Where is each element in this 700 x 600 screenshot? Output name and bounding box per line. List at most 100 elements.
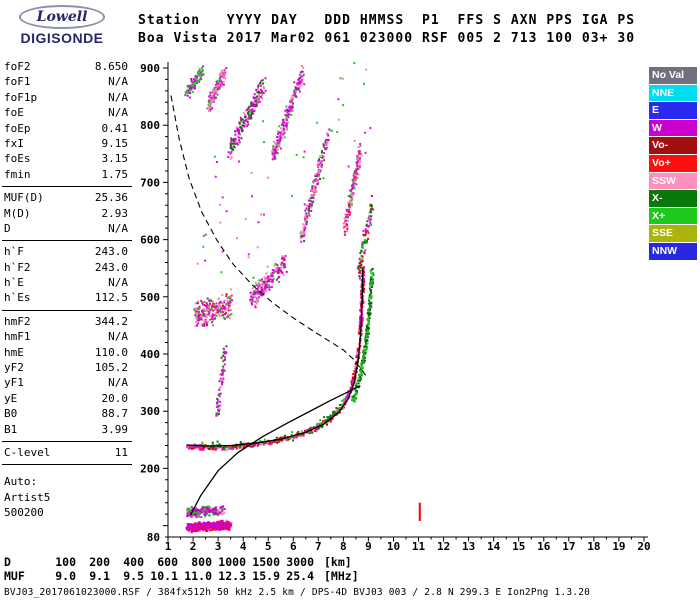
param-label: h`E (4, 276, 24, 290)
x-tick-label: 8 (340, 540, 347, 553)
x-tick-label: 10 (387, 540, 400, 553)
cluster-spread-f-top (356, 208, 375, 280)
cluster-es-layer-dense (185, 519, 231, 533)
cluster-third-hop-d (271, 70, 303, 161)
param-row: yE 20.0 (2, 391, 132, 406)
param-group: foF2 8.650 foF1 N/A foF1p N/A foE N/A foEp 0.41 fx… (2, 56, 132, 188)
cluster-spread-f-top (357, 204, 373, 277)
param-value: 344.2 (94, 314, 128, 328)
row-label: MUF (4, 568, 25, 583)
x-tick-label: 11 (412, 540, 426, 553)
param-value: 88.7 (101, 407, 129, 421)
param-group: Auto: Artist5 500200 (2, 471, 132, 524)
cluster-third-hop-e (299, 132, 329, 240)
param-label: hmE (4, 345, 24, 359)
param-row: Auto: (2, 474, 132, 489)
y-tick-label: 600 (140, 234, 160, 247)
param-label: h`F2 (4, 260, 31, 274)
x-tick-label: 1 (165, 540, 172, 553)
param-label: hmF1 (4, 330, 31, 344)
param-row: D N/A (2, 221, 132, 236)
station-header-line1: Station YYYY DAY DDD HMMSS P1 FFS S AXN … (138, 13, 636, 28)
row-value: 400 (123, 555, 144, 569)
row-label: D (4, 555, 11, 569)
cluster-f-trace-o (186, 266, 366, 451)
row-value: 100 (55, 555, 76, 569)
param-row: h`E N/A (2, 275, 132, 290)
param-row: yF2 105.2 (2, 360, 132, 375)
x-tick-label: 5 (265, 540, 272, 553)
param-label: B0 (4, 407, 18, 421)
legend-item-x: X+ (649, 207, 697, 225)
curve-true-height-profile (189, 385, 361, 516)
bottom-tables: D 100 200 400 600 800 1000 1500 3000 [km] MUF 9.0 9… (4, 555, 590, 597)
interference-line (418, 502, 421, 521)
param-label: foE (4, 106, 24, 120)
param-label: Artist5 (4, 490, 51, 504)
param-label: fxI (4, 136, 24, 150)
row-value: 1500 (252, 555, 280, 569)
param-value: N/A (108, 75, 128, 89)
param-value: 105.2 (94, 361, 128, 375)
row-value: 25.4 (286, 568, 314, 583)
param-row: h`F 243.0 (2, 244, 132, 259)
param-group: hmF2 344.2 hmF1 N/A hmE 110.0 yF2 105.2 yF1 N/A yE… (2, 311, 132, 442)
param-value: 243.0 (94, 260, 128, 274)
param-row: fmin 1.75 (2, 167, 132, 182)
row-value: 1000 (218, 555, 246, 569)
curve-muf-transmission-curve (170, 95, 367, 377)
muf-row: MUF 9.0 9.1 9.5 10.1 11.0 12.3 15.9 25.4 [MHz] (4, 568, 590, 584)
param-label: foEp (4, 121, 31, 135)
x-tick-label: 12 (437, 540, 450, 553)
param-row: hmE 110.0 (2, 345, 132, 360)
cluster-second-hop-asymptote (343, 142, 362, 228)
param-label: yF2 (4, 361, 24, 375)
param-value: N/A (108, 276, 128, 290)
param-row: C-level 11 (2, 445, 132, 460)
station-header-line2: Boa Vista 2017 Mar02 061 023000 RSF 005 … (138, 31, 636, 46)
param-value: N/A (108, 90, 128, 104)
x-tick-label: 15 (512, 540, 525, 553)
cluster-f-trace-o (190, 276, 366, 450)
param-label: fmin (4, 167, 31, 181)
param-label: yF1 (4, 376, 24, 390)
param-group: C-level 11 (2, 442, 132, 466)
param-value: 110.0 (94, 345, 128, 359)
cluster-f-trace-x (351, 267, 374, 401)
param-group: h`F 243.0 h`F2 243.0 h`E N/A h`Es 112.5 (2, 241, 132, 311)
y-tick-label: 300 (140, 405, 160, 418)
y-tick-label: 900 (140, 62, 160, 75)
cluster-diffuse-noise (204, 98, 372, 319)
param-row: hmF2 344.2 (2, 314, 132, 329)
param-row: B0 88.7 (2, 406, 132, 421)
param-value: 243.0 (94, 245, 128, 259)
cluster-spread-f-top (358, 203, 374, 279)
row-value: 9.1 (89, 568, 110, 583)
x-tick-label: 20 (637, 540, 650, 553)
param-label: 500200 (4, 506, 44, 520)
param-label: M(D) (4, 206, 31, 220)
x-tick-label: 18 (587, 540, 600, 553)
param-value: 0.41 (101, 121, 129, 135)
param-label: foF1 (4, 75, 31, 89)
param-value: 2.93 (101, 206, 129, 220)
param-row: h`F2 243.0 (2, 260, 132, 275)
distance-row: D 100 200 400 600 800 1000 1500 3000 [km] (4, 555, 590, 570)
row-value: 12.3 (218, 568, 246, 583)
param-row: M(D) 2.93 (2, 206, 132, 221)
y-tick-label: 500 (140, 291, 160, 304)
legend-item-nnw: NNW (649, 242, 697, 260)
legend-item-sse: SSE (649, 225, 697, 242)
cluster-spread-f-top (357, 195, 373, 274)
lowell-logo-oval: Lowell (18, 5, 106, 29)
y-tick-label: 800 (140, 119, 160, 132)
x-tick-label: 4 (240, 540, 247, 553)
param-label: Auto: (4, 475, 38, 489)
legend-item-vo: Vo+ (649, 154, 697, 172)
cluster-f-trace-o (186, 267, 366, 451)
param-value: 8.650 (94, 60, 128, 73)
legend-item-nne: NNE (649, 84, 697, 102)
legend-item-noval: No Val (649, 67, 697, 84)
param-value: 112.5 (94, 291, 128, 305)
